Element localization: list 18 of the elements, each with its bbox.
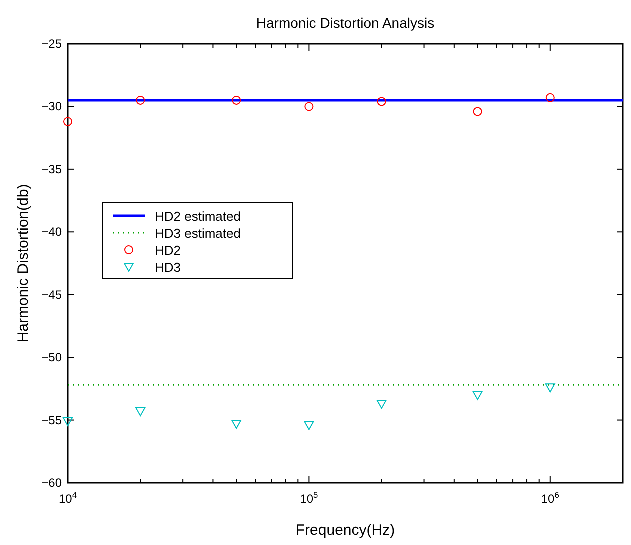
y-tick-label: −25 [42, 37, 62, 51]
legend-label: HD2 estimated [155, 209, 241, 224]
y-tick-label: −60 [42, 476, 62, 490]
legend-label: HD3 [155, 260, 182, 275]
y-tick-label: −45 [42, 288, 62, 302]
x-axis-title: Frequency(Hz) [296, 522, 396, 539]
y-tick-label: −35 [42, 162, 62, 176]
x-tick-label: 10$^{4}$ [58, 490, 78, 506]
y-tick-label: −40 [42, 225, 62, 240]
legend-label: HD3 estimated [155, 226, 241, 241]
legend-label: HD2 [155, 243, 182, 258]
chart-title: Harmonic Distortion Analysis [256, 15, 435, 31]
y-tick-label: −55 [42, 413, 62, 428]
x-tick-label: 10$^{6}$ [541, 490, 560, 506]
y-tick-label: −30 [42, 100, 62, 114]
y-tick-label: −50 [42, 350, 62, 365]
x-tick-label: 10$^{5}$ [300, 490, 319, 506]
y-axis-title: Harmonic Distortion(db) [15, 184, 32, 343]
